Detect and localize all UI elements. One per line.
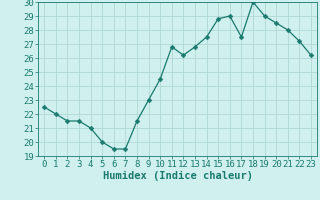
X-axis label: Humidex (Indice chaleur): Humidex (Indice chaleur) — [103, 171, 252, 181]
